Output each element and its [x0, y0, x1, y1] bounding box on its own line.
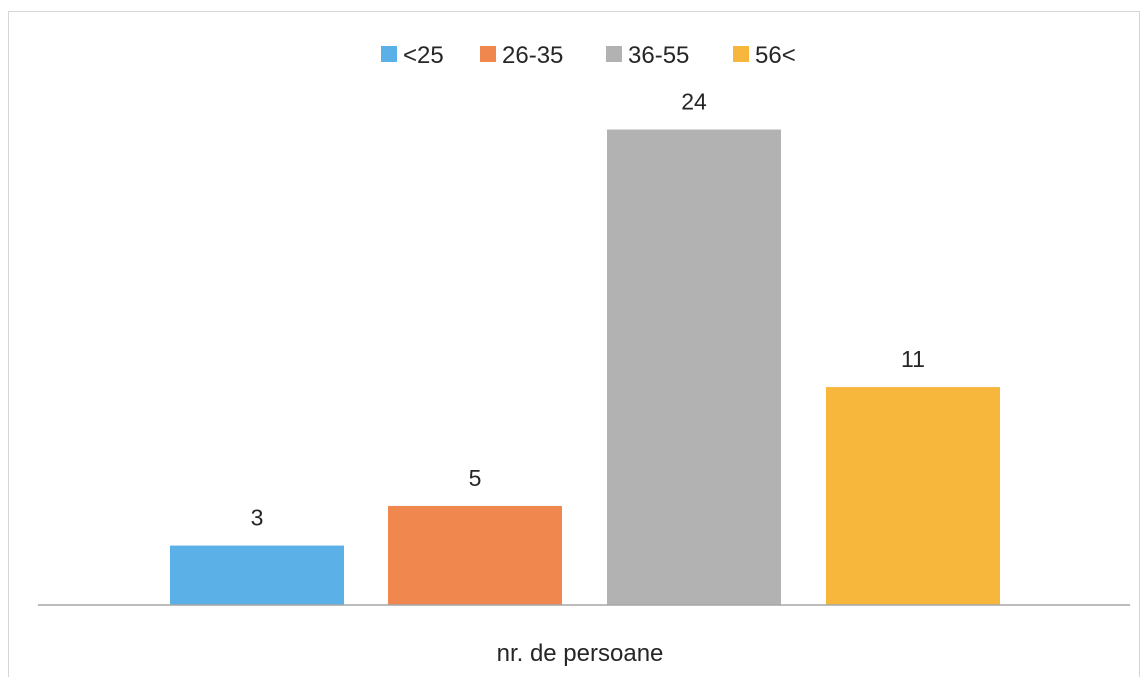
bar-<25: [170, 545, 344, 605]
bar-56<: [826, 387, 1000, 605]
bar-36-55: [607, 129, 781, 605]
legend: <25 26-35 36-55 56<: [381, 42, 796, 69]
data-label-36-55: 24: [681, 89, 707, 115]
bar-26-35: [388, 505, 562, 605]
legend-swatch-36-55: [606, 46, 622, 62]
x-axis-category-label: nr. de persoane: [497, 640, 664, 667]
legend-label-<25: <25: [403, 42, 444, 69]
legend-swatch-<25: [381, 46, 397, 62]
legend-label-26-35: 26-35: [502, 42, 563, 69]
data-label-<25: 3: [251, 505, 264, 531]
data-label-56<: 11: [901, 346, 925, 372]
legend-label-36-55: 36-55: [628, 42, 689, 69]
data-label-26-35: 5: [469, 465, 482, 491]
legend-swatch-26-35: [480, 46, 496, 62]
data-labels: 3 5 24 11: [251, 89, 925, 531]
legend-label-56<: 56<: [755, 42, 796, 69]
bars: [170, 129, 1000, 605]
legend-swatch-56<: [733, 46, 749, 62]
